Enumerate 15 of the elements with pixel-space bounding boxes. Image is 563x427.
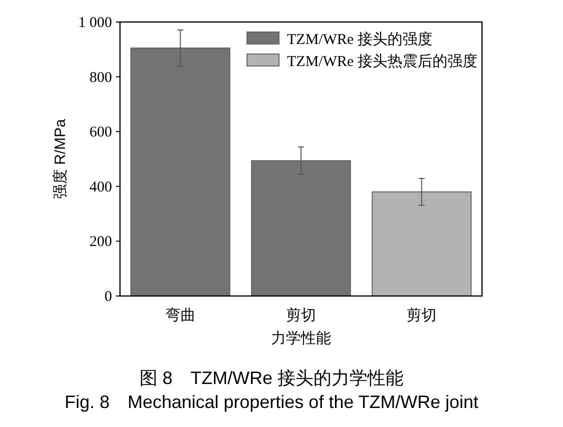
y-tick-label: 400 (90, 179, 112, 196)
y-tick-label: 600 (90, 124, 112, 141)
y-tick-label: 1 000 (78, 15, 112, 31)
y-tick-label: 0 (104, 289, 112, 305)
caption: 图 8 TZM/WRe 接头的力学性能 (140, 368, 404, 388)
y-axis-title: 强度 R/MPa (52, 118, 69, 200)
caption: Fig. 8 Mechanical properties of the TZM/WRe joint (64, 392, 478, 412)
legend-label: TZM/WRe 接头热震后的强度 (287, 53, 478, 70)
x-tick-label: 剪切 (286, 307, 316, 324)
x-tick-label: 剪切 (406, 307, 437, 324)
x-axis-title: 力学性能 (271, 330, 331, 347)
y-tick-label: 200 (90, 234, 112, 250)
legend-label: TZM/WRe 接头的强度 (287, 31, 432, 48)
x-tick-label: 弯曲 (165, 307, 196, 324)
y-tick-label: 800 (90, 70, 112, 86)
